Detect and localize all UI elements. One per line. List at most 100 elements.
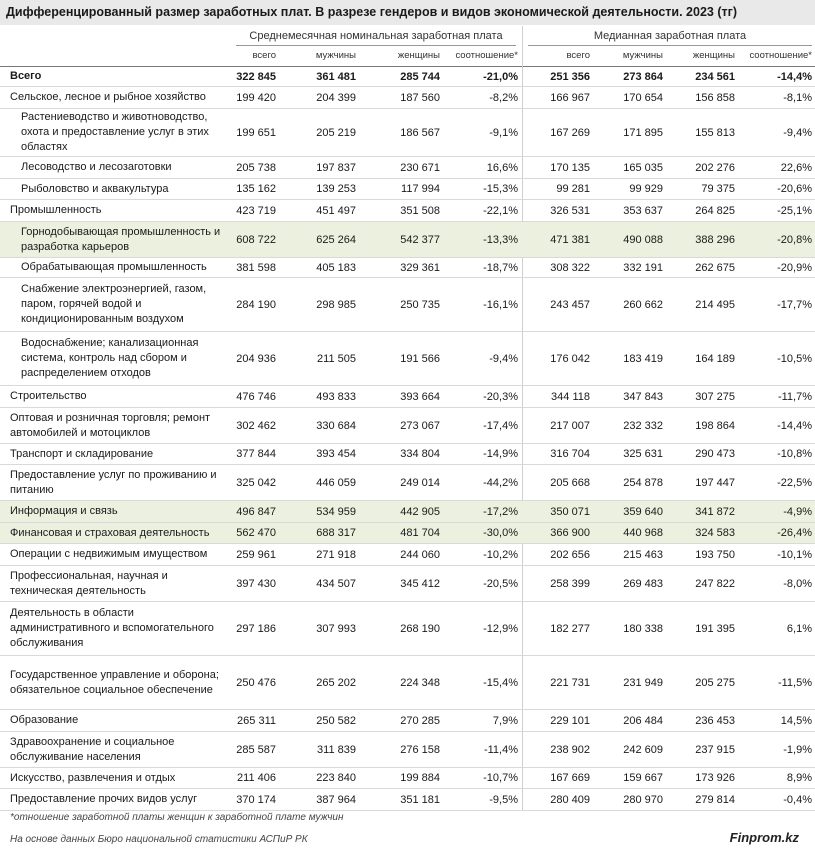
- table-cell: 481 704: [400, 527, 440, 539]
- table-cell: -30,0%: [483, 527, 518, 539]
- table-cell: -22,1%: [483, 204, 518, 217]
- row-label: Предоставление услуг по проживанию и пит…: [10, 468, 217, 496]
- table-cell: 236 453: [695, 714, 735, 727]
- row-label: Деятельность в области административного…: [10, 607, 214, 649]
- row-label: Промышленность: [10, 204, 102, 216]
- table-cell: 191 566: [400, 352, 440, 365]
- table-cell: 316 704: [550, 448, 590, 460]
- table-cell: 229 101: [550, 714, 590, 727]
- subheader-avg-women: женщины: [397, 50, 440, 61]
- table-cell: 202 276: [695, 161, 735, 174]
- table-cell: 393 454: [316, 448, 356, 460]
- table-row: Профессиональная, научная и техническая …: [0, 566, 815, 602]
- table-row: Снабжение электроэнергией, газом, паром,…: [0, 278, 815, 332]
- table-cell: -10,2%: [483, 548, 518, 561]
- row-label: Горнодобывающая промышленность и разрабо…: [21, 225, 221, 253]
- table-cell: -9,4%: [489, 352, 518, 365]
- table-cell: 199 420: [236, 91, 276, 104]
- footnote: *отношение заработной платы женщин к зар…: [10, 812, 344, 823]
- table-row: Рыболовство и аквакультура 135 162 139 253…: [0, 179, 815, 200]
- table-row: Сельское, лесное и рыбное хозяйство 199 4…: [0, 87, 815, 109]
- row-label: Снабжение электроэнергией, газом, паром,…: [21, 283, 207, 325]
- table-cell: 79 375: [701, 183, 735, 195]
- table-cell: 191 395: [695, 622, 735, 635]
- table-cell: 451 497: [316, 204, 356, 217]
- table-cell: 193 750: [695, 548, 735, 561]
- brand-logo: Finprom.kz: [729, 830, 799, 845]
- table-cell: 359 640: [623, 505, 663, 518]
- table-row: Здравоохранение и социальное обслуживани…: [0, 732, 815, 768]
- table-row: Обрабатывающая промышленность 381 598 405 …: [0, 258, 815, 278]
- table-cell: 250 735: [400, 298, 440, 311]
- table-cell: 99 929: [629, 183, 663, 195]
- table-cell: 334 804: [400, 448, 440, 460]
- table-cell: 325 631: [623, 448, 663, 460]
- table-cell: 117 994: [401, 183, 440, 195]
- table-cell: 254 878: [623, 476, 663, 489]
- table-cell: 7,9%: [492, 714, 518, 727]
- table-cell: 269 483: [623, 577, 663, 590]
- table-cell: 341 872: [695, 505, 735, 518]
- table-cell: 99 281: [556, 183, 590, 195]
- table-cell: 273 067: [400, 419, 440, 432]
- table-cell: 273 864: [623, 70, 663, 83]
- table-cell: 688 317: [316, 527, 356, 539]
- table-cell: -18,7%: [483, 261, 518, 274]
- table-cell: -8,2%: [489, 91, 518, 104]
- table-cell: 231 949: [623, 676, 663, 689]
- group-header-median: Медианная заработная плата: [593, 30, 747, 42]
- table-cell: 6,1%: [786, 622, 812, 635]
- table-cell: -12,9%: [483, 622, 518, 635]
- table-cell: 262 675: [695, 261, 735, 274]
- row-label: Предоставление прочих видов услуг: [10, 793, 198, 805]
- table-cell: 260 662: [623, 298, 663, 311]
- table-cell: 250 476: [236, 676, 276, 689]
- table-cell: 247 822: [695, 577, 735, 590]
- row-label: Оптовая и розничная торговля; ремонт авт…: [10, 411, 211, 439]
- table-cell: 198 864: [695, 419, 735, 432]
- table-cell: 326 531: [550, 204, 590, 217]
- table-cell: -9,5%: [489, 793, 518, 806]
- table-cell: 290 473: [695, 448, 735, 460]
- table-cell: 171 895: [623, 126, 663, 139]
- table-cell: 280 409: [550, 793, 590, 806]
- table-cell: -26,4%: [777, 527, 812, 539]
- table-cell: -1,9%: [783, 743, 812, 756]
- table-cell: 476 746: [236, 390, 276, 403]
- table-cell: 183 419: [623, 352, 663, 365]
- table-cell: -9,4%: [783, 126, 812, 139]
- table-cell: 242 609: [623, 743, 663, 756]
- table-cell: 351 181: [400, 793, 440, 806]
- table-cell: 298 985: [316, 298, 356, 311]
- table-cell: 307 275: [695, 390, 735, 403]
- table-cell: 377 844: [236, 448, 276, 460]
- row-label: Операции с недвижимым имуществом: [10, 548, 208, 560]
- table-cell: 350 071: [550, 505, 590, 518]
- table-cell: -14,4%: [777, 70, 812, 83]
- subheader-avg-men: мужчины: [315, 50, 356, 61]
- table-cell: 197 447: [695, 476, 735, 489]
- table-cell: 155 813: [695, 126, 735, 139]
- table-cell: 434 507: [316, 577, 356, 590]
- table-row: Предоставление услуг по проживанию и пит…: [0, 465, 815, 501]
- table-cell: 249 014: [400, 476, 440, 489]
- table-cell: -15,3%: [483, 183, 518, 195]
- table-cell: 387 964: [316, 793, 356, 806]
- table-cell: 205 219: [316, 126, 356, 139]
- subheader-avg-total: всего: [252, 50, 276, 61]
- table-cell: 562 470: [236, 527, 276, 539]
- table-row: Предоставление прочих видов услуг 370 174…: [0, 789, 815, 811]
- table-cell: 8,9%: [786, 772, 812, 784]
- table-cell: 22,6%: [780, 161, 812, 174]
- table-cell: -16,1%: [483, 298, 518, 311]
- table-cell: 186 567: [400, 126, 440, 139]
- table-row: Деятельность в области административного…: [0, 602, 815, 656]
- table-cell: 440 968: [623, 527, 663, 539]
- table-cell: 223 840: [316, 772, 356, 784]
- table-cell: 217 007: [550, 419, 590, 432]
- subheader-med-total: всего: [566, 50, 590, 61]
- table-cell: 393 664: [400, 390, 440, 403]
- table-cell: 202 656: [550, 548, 590, 561]
- row-label: Лесоводство и лесозаготовки: [21, 161, 172, 173]
- source-note: На основе данных Бюро национальной стати…: [10, 834, 308, 845]
